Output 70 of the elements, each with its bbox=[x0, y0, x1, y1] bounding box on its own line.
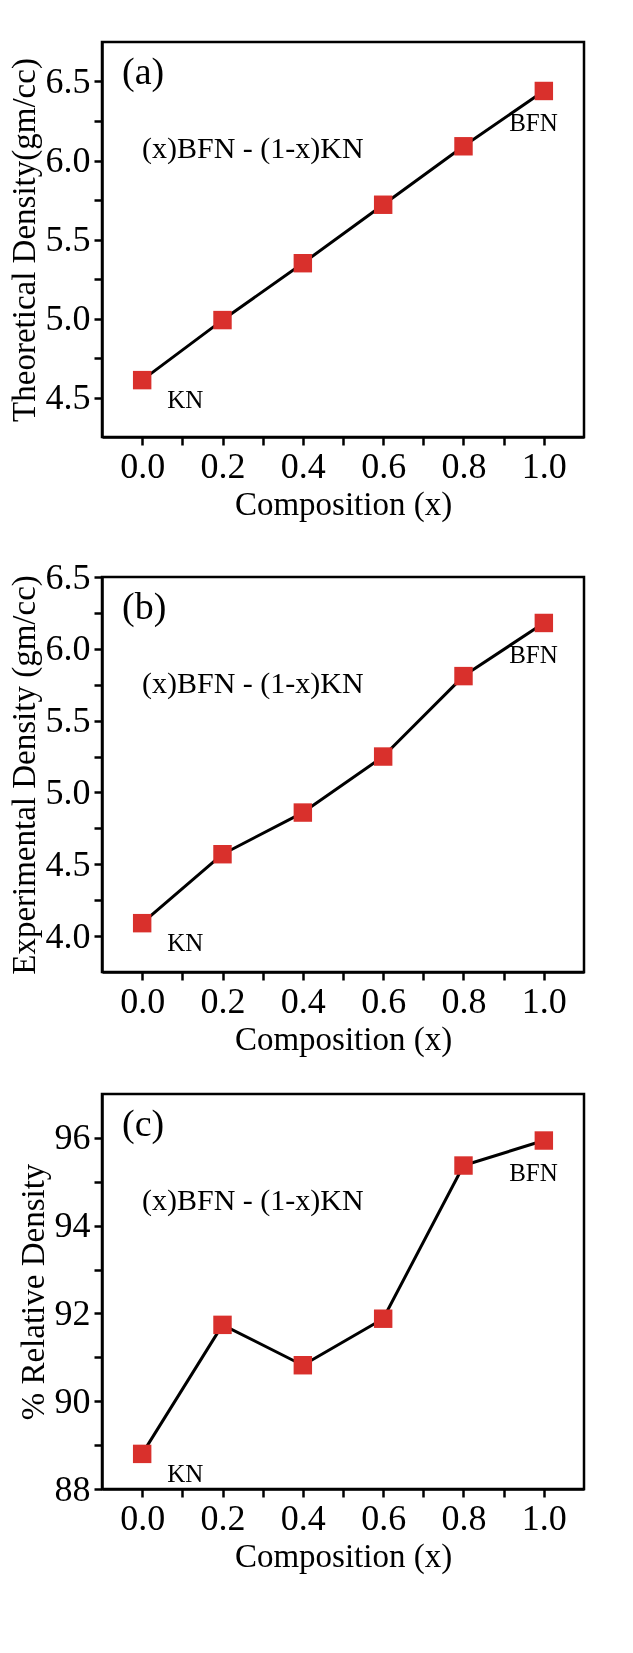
x-axis-title: Composition (x) bbox=[234, 1020, 453, 1058]
point bbox=[373, 195, 393, 214]
point bbox=[293, 1356, 313, 1375]
y-tick-label: 4.5 bbox=[45, 843, 91, 884]
x-tick-label: 0.0 bbox=[120, 1497, 166, 1538]
x-tick-label: 0.2 bbox=[200, 980, 246, 1021]
point bbox=[454, 137, 473, 156]
point bbox=[534, 81, 554, 101]
point bbox=[132, 370, 152, 390]
y-tick-label: 5.0 bbox=[45, 298, 91, 338]
point bbox=[373, 747, 393, 766]
point bbox=[213, 310, 232, 330]
x-tick-label: 0.0 bbox=[120, 445, 166, 486]
annotation: BFN bbox=[509, 1158, 558, 1186]
x-axis-title: Composition (x) bbox=[234, 1537, 453, 1575]
y-tick-label: 5.5 bbox=[45, 700, 91, 741]
point bbox=[534, 1131, 554, 1150]
point bbox=[454, 1156, 473, 1175]
point bbox=[534, 613, 554, 633]
point bbox=[213, 1315, 232, 1335]
x-tick-label: 0.8 bbox=[441, 1497, 487, 1538]
point bbox=[373, 1309, 393, 1328]
x-tick-label: 1.0 bbox=[521, 445, 567, 486]
point bbox=[293, 253, 313, 273]
x-tick-label: 0.4 bbox=[280, 445, 326, 486]
point bbox=[132, 1444, 152, 1464]
annotation: (x)BFN - (1-x)KN bbox=[142, 131, 364, 165]
point bbox=[293, 803, 313, 822]
y-tick-label: 96 bbox=[54, 1117, 91, 1158]
point bbox=[132, 913, 152, 933]
annotation: (b) bbox=[122, 585, 167, 628]
annotation: KN bbox=[167, 386, 204, 414]
x-tick-label: 0.6 bbox=[361, 445, 407, 486]
y-axis-title: % Relative Density bbox=[14, 1163, 51, 1421]
x-tick-label: 0.4 bbox=[280, 980, 326, 1021]
annotation: (a) bbox=[122, 50, 165, 93]
x-tick-label: 0.2 bbox=[200, 1497, 246, 1538]
x-tick-label: 0.2 bbox=[200, 445, 246, 486]
y-tick-label: 4.5 bbox=[45, 377, 91, 417]
x-tick-label: 0.0 bbox=[120, 980, 166, 1021]
x-tick-label: 0.4 bbox=[280, 1497, 326, 1538]
y-tick-label: 6.5 bbox=[45, 556, 91, 597]
y-axis-title: Theoretical Density(gm/cc) bbox=[5, 58, 43, 422]
x-axis-title: Composition (x) bbox=[234, 485, 453, 523]
y-axis-title: Experimental Density (gm/cc) bbox=[5, 575, 43, 975]
annotation: (x)BFN - (1-x)KN bbox=[142, 666, 364, 700]
annotation: KN bbox=[167, 1459, 204, 1487]
y-tick-label: 5.0 bbox=[45, 771, 91, 812]
x-tick-label: 1.0 bbox=[521, 980, 567, 1021]
y-tick-label: 6.0 bbox=[45, 628, 91, 669]
y-tick-label: 6.5 bbox=[45, 61, 91, 101]
x-tick-label: 0.6 bbox=[361, 1497, 407, 1538]
annotation: (x)BFN - (1-x)KN bbox=[142, 1183, 364, 1217]
point bbox=[454, 666, 473, 686]
y-tick-label: 94 bbox=[54, 1205, 91, 1246]
annotation: BFN bbox=[509, 640, 558, 668]
point bbox=[213, 845, 232, 864]
annotation: BFN bbox=[509, 108, 558, 136]
x-tick-label: 1.0 bbox=[521, 1497, 567, 1538]
y-tick-label: 88 bbox=[54, 1468, 91, 1509]
x-tick-label: 0.6 bbox=[361, 980, 407, 1021]
annotation: (c) bbox=[122, 1102, 165, 1145]
x-tick-label: 0.8 bbox=[441, 445, 487, 486]
x-tick-label: 0.8 bbox=[441, 980, 487, 1021]
y-tick-label: 90 bbox=[54, 1380, 91, 1421]
annotation: KN bbox=[167, 929, 204, 957]
y-tick-label: 5.5 bbox=[45, 219, 91, 259]
y-tick-label: 6.0 bbox=[45, 140, 91, 180]
y-tick-label: 4.0 bbox=[45, 915, 91, 956]
y-tick-label: 92 bbox=[54, 1292, 91, 1333]
